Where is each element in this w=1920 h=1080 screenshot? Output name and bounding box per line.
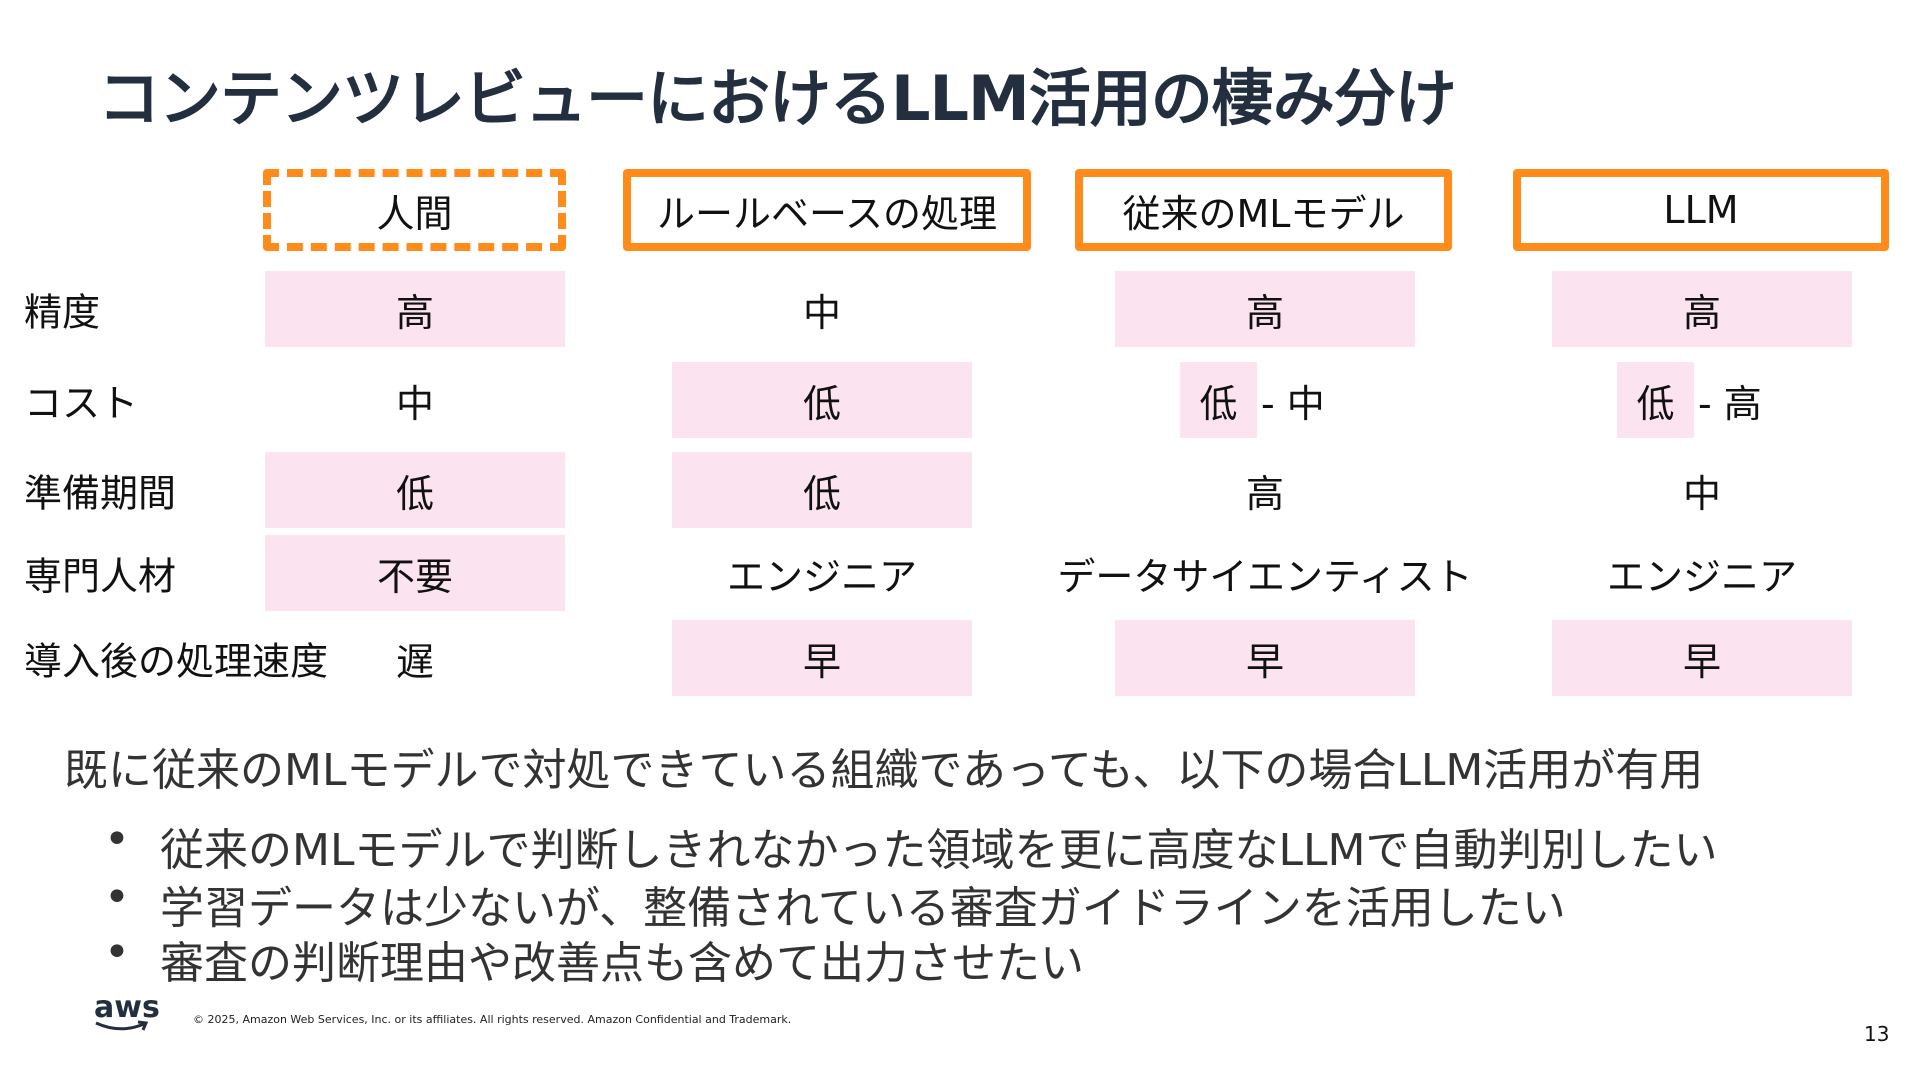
row-label: 専門人材 <box>24 554 177 599</box>
table-cell: 低 <box>672 452 972 528</box>
logo-smile <box>95 1020 149 1031</box>
table-cell: 早 <box>1115 620 1415 696</box>
table-cell: 高 <box>1552 271 1852 347</box>
bullet-text: 従来のMLモデルで判断しきれなかった領域を更に高度なLLMで自動判別したい <box>160 825 1718 876</box>
table-cell: 不要 <box>265 535 565 611</box>
table-cell: 低 <box>265 452 565 528</box>
row-label: 準備期間 <box>24 471 177 516</box>
row-label: コスト <box>24 381 139 426</box>
logo-arrow <box>95 1020 149 1031</box>
logo: aws <box>94 990 160 1031</box>
bullet-item: 従来のMLモデルで判断しきれなかった領域を更に高度なLLMで自動判別したい <box>104 814 1717 878</box>
bullet-item: 学習データは少ないが、整備されている審査ガイドラインを活用したい <box>104 872 1566 936</box>
table-cell: 高 <box>1115 271 1415 347</box>
slide-title: コンテンツレビューにおけるLLM活用の棲み分け <box>98 62 1457 135</box>
row-label: 導入後の処理速度 <box>24 639 329 684</box>
table-cell: 早 <box>1552 620 1852 696</box>
column-header: LLM <box>1513 169 1889 251</box>
table-cell: 遅 <box>395 639 434 684</box>
column-header: ルールベースの処理 <box>623 169 1031 251</box>
bullet-item: 審査の判断理由や改善点も含めて出力させたい <box>104 927 1084 991</box>
column-header: 人間 <box>263 169 566 251</box>
table-cell: 中 <box>395 381 434 426</box>
table-cell: エンジニア <box>1606 554 1797 599</box>
table-cell: 早 <box>672 620 972 696</box>
table-cell-suffix: - 高 <box>1698 381 1762 426</box>
summary: 既に従来のMLモデルで対処できている組織であっても、以下の場合LLM活用が有用 <box>64 745 1704 796</box>
column-header: 従来のMLモデル <box>1075 169 1452 251</box>
bullet-text: 審査の判断理由や改善点も含めて出力させたい <box>160 938 1084 989</box>
copyright: © 2025, Amazon Web Services, Inc. or its… <box>193 1013 792 1026</box>
table-cell: 低 <box>672 362 972 438</box>
table-cell-suffix: - 中 <box>1261 381 1325 426</box>
bullet-text: 学習データは少ないが、整備されている審査ガイドラインを活用したい <box>160 883 1566 934</box>
table-cell: 中 <box>1682 471 1721 516</box>
table-cell: 低 <box>1617 362 1694 438</box>
table-cell: 高 <box>1245 471 1284 516</box>
table-cell: エンジニア <box>726 554 917 599</box>
row-label: 精度 <box>24 290 101 335</box>
table-cell: 高 <box>265 271 565 347</box>
table-cell: データサイエンティスト <box>1057 554 1473 599</box>
table-cell: 中 <box>802 290 841 335</box>
table-cell: 低 <box>1180 362 1257 438</box>
page-number: 13 <box>1864 1022 1890 1046</box>
